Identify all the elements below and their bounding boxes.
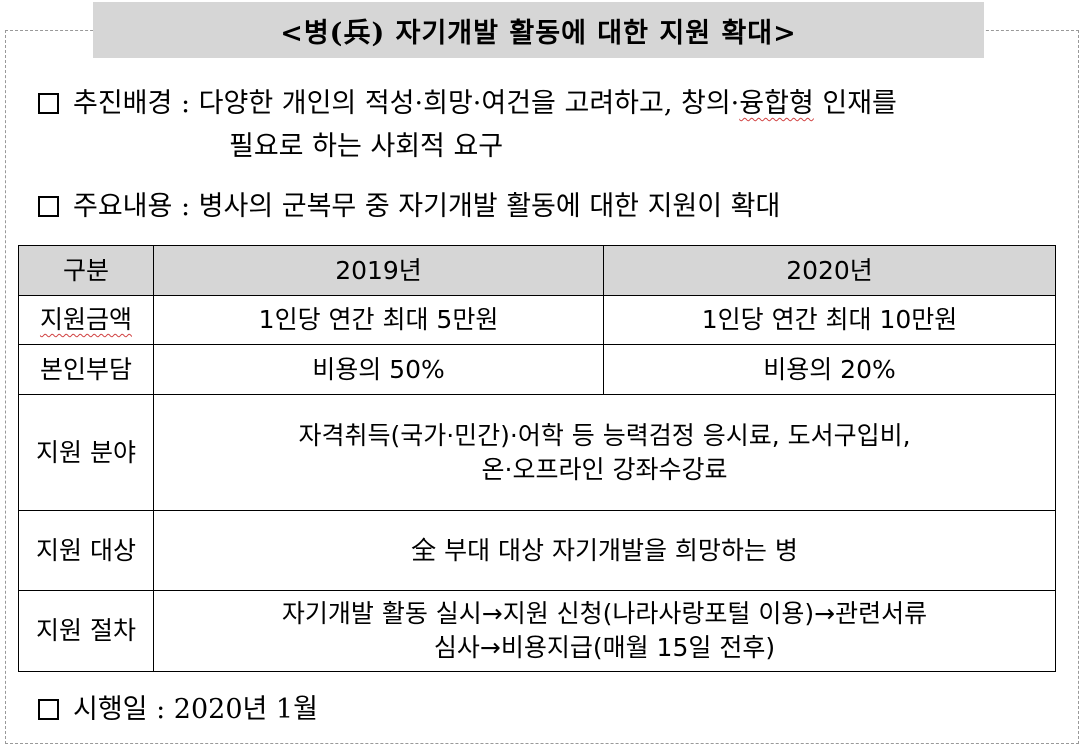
document-title: <병(兵) 자기개발 활동에 대한 지원 확대> [93, 2, 984, 58]
background-bullet: 추진배경 : 다양한 개인의 적성·희망·여건을 고려하고, 창의·융합형 인재… [38, 86, 897, 122]
table-row: 지원금액 1인당 연간 최대 5만원 1인당 연간 최대 10만원 [18, 295, 1056, 345]
content-label: 주요내용 : [73, 191, 191, 222]
header-2019: 2019년 [153, 245, 604, 296]
content-text: 병사의 군복무 중 자기개발 활동에 대한 지원이 확대 [198, 191, 781, 222]
row-label: 본인부담 [18, 344, 154, 395]
cell-2020: 비용의 20% [603, 344, 1056, 395]
row-label: 지원금액 [18, 295, 154, 345]
table-row: 본인부담 비용의 50% 비용의 20% [18, 344, 1056, 395]
field-line1: 자격취득(국가·민간)·어학 등 능력검정 응시료, 도서구입비, [298, 420, 911, 450]
field-line2: 온·오프라인 강좌수강료 [481, 454, 728, 484]
table-header-row: 구분 2019년 2020년 [18, 245, 1056, 296]
checkbox-icon [38, 93, 59, 114]
procedure-line1: 자기개발 활동 실시→지원 신청(나라사랑포털 이용)→관련서류 [281, 599, 928, 628]
header-2020: 2020년 [603, 245, 1056, 296]
background-line1: 다양한 개인의 적성·희망·여건을 고려하고, 창의·융합형 인재를 [198, 88, 897, 119]
cell-2019: 1인당 연간 최대 5만원 [153, 295, 604, 345]
background-line2: 필요로 하는 사회적 요구 [229, 131, 504, 162]
field-cell: 자격취득(국가·민간)·어학 등 능력검정 응시료, 도서구입비, 온·오프라인… [153, 394, 1056, 511]
table-row: 지원 대상 全 부대 대상 자기개발을 희망하는 병 [18, 510, 1056, 591]
table-row: 지원 분야 자격취득(국가·민간)·어학 등 능력검정 응시료, 도서구입비, … [18, 394, 1056, 511]
cell-2020: 1인당 연간 최대 10만원 [603, 295, 1056, 345]
table-row: 지원 절차 자기개발 활동 실시→지원 신청(나라사랑포털 이용)→관련서류 심… [18, 590, 1056, 672]
title-text: <병(兵) 자기개발 활동에 대한 지원 확대> [280, 17, 797, 49]
effective-label: 시행일 : [73, 694, 166, 725]
checkbox-icon [38, 196, 59, 217]
content-bullet: 주요내용 : 병사의 군복무 중 자기개발 활동에 대한 지원이 확대 [38, 189, 780, 225]
checkbox-icon [38, 699, 59, 720]
target-cell: 全 부대 대상 자기개발을 희망하는 병 [153, 510, 1056, 591]
header-category: 구분 [18, 245, 154, 296]
support-table: 구분 2019년 2020년 지원금액 1인당 연간 최대 5만원 1인당 연간… [18, 245, 1056, 672]
cell-2019: 비용의 50% [153, 344, 604, 395]
effective-bullet: 시행일 : 2020년 1월 [38, 692, 318, 728]
row-label: 지원 대상 [18, 510, 154, 591]
effective-text: 2020년 1월 [173, 694, 318, 725]
row-label: 지원 절차 [18, 590, 154, 672]
row-label: 지원 분야 [18, 394, 154, 511]
procedure-cell: 자기개발 활동 실시→지원 신청(나라사랑포털 이용)→관련서류 심사→비용지급… [153, 590, 1056, 672]
procedure-line2: 심사→비용지급(매월 15일 전후) [433, 633, 776, 662]
spellcheck-word: 융합형 [739, 88, 814, 119]
background-label: 추진배경 : [73, 88, 191, 119]
